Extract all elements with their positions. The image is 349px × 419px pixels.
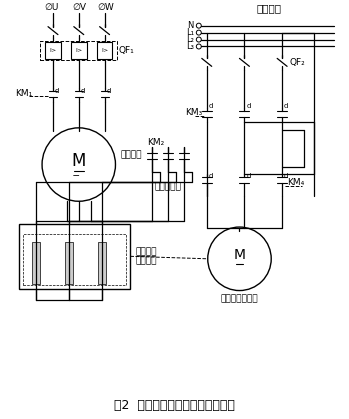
- Text: d: d: [284, 103, 289, 109]
- Text: KM₁: KM₁: [15, 89, 32, 98]
- Bar: [32, 242, 40, 284]
- Text: d: d: [246, 103, 251, 109]
- Text: M: M: [233, 248, 245, 262]
- Text: KM₄: KM₄: [287, 178, 304, 187]
- Text: d: d: [246, 173, 251, 179]
- Text: ∅W: ∅W: [97, 3, 114, 12]
- Bar: [40, 41, 118, 60]
- Text: I>: I>: [75, 48, 82, 53]
- Text: d: d: [209, 173, 213, 179]
- Bar: [23, 234, 126, 285]
- Bar: [97, 41, 112, 59]
- Text: I>: I>: [50, 48, 57, 53]
- Circle shape: [196, 37, 201, 42]
- Bar: [65, 242, 73, 284]
- Circle shape: [47, 133, 111, 196]
- Text: d: d: [106, 88, 111, 94]
- Bar: [45, 41, 61, 59]
- Text: L₂: L₂: [186, 35, 194, 44]
- Circle shape: [42, 128, 116, 201]
- Text: d: d: [81, 88, 85, 94]
- Circle shape: [208, 227, 271, 290]
- Text: ∅U: ∅U: [45, 3, 59, 12]
- Text: 短接接触器: 短接接触器: [155, 182, 181, 191]
- Text: KM₃: KM₃: [185, 109, 202, 117]
- Circle shape: [196, 44, 201, 49]
- Bar: [71, 41, 87, 59]
- Text: d: d: [209, 103, 213, 109]
- Bar: [98, 242, 105, 284]
- Text: 极板移动电动机: 极板移动电动机: [221, 294, 258, 303]
- Text: QF₁: QF₁: [118, 46, 134, 55]
- Text: d: d: [284, 173, 289, 179]
- Text: d: d: [55, 88, 59, 94]
- Bar: [19, 224, 131, 289]
- Circle shape: [212, 231, 267, 287]
- Text: 三相四线: 三相四线: [257, 3, 282, 13]
- Text: 液体电阻: 液体电阻: [135, 247, 157, 256]
- Circle shape: [196, 30, 201, 35]
- Text: KM₂: KM₂: [147, 138, 164, 147]
- Text: M: M: [72, 152, 86, 170]
- Text: L₁: L₁: [186, 28, 194, 37]
- Text: I>: I>: [101, 48, 108, 53]
- Text: N: N: [187, 21, 194, 30]
- Circle shape: [196, 23, 201, 28]
- Text: 主电动机: 主电动机: [120, 150, 142, 159]
- Text: QF₂: QF₂: [289, 58, 305, 67]
- Text: 图2  液阻软启动控制系统主电路图: 图2 液阻软启动控制系统主电路图: [113, 399, 235, 412]
- Text: L₃: L₃: [186, 42, 194, 51]
- Text: 液体电阻: 液体电阻: [135, 257, 157, 266]
- Text: ∅V: ∅V: [73, 3, 87, 12]
